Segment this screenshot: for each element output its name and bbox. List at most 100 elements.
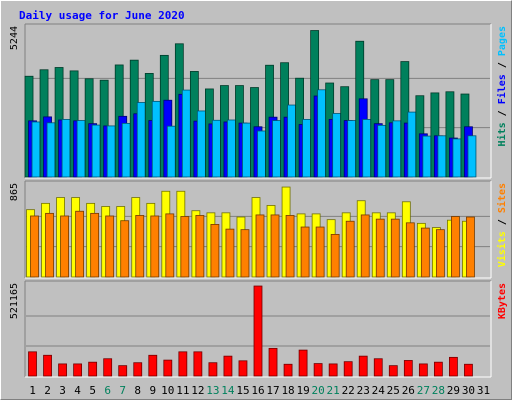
- x-tick-label-5: 5: [89, 384, 96, 397]
- bar-kbytes-day-17: [268, 347, 278, 377]
- legend-entry: /: [497, 104, 508, 122]
- bar-kbytes-day-24: [373, 358, 383, 377]
- bar-pages-day-3: [61, 119, 71, 178]
- bar-sites-day-27: [420, 227, 430, 278]
- bar-kbytes-day-1: [28, 351, 37, 377]
- x-tick-label-19: 19: [296, 384, 309, 397]
- bar-kbytes-day-26: [403, 360, 413, 377]
- x-tick-label-28: 28: [432, 384, 445, 397]
- x-tick-label-9: 9: [149, 384, 156, 397]
- bar-pages-day-11: [181, 89, 191, 178]
- bar-kbytes-day-12: [193, 351, 203, 377]
- bar-kbytes-day-10: [163, 359, 173, 377]
- bar-pages-day-28: [437, 135, 447, 178]
- bar-pages-day-27: [422, 135, 432, 178]
- bar-sites-day-25: [390, 218, 400, 278]
- bar-kbytes-day-15: [238, 360, 248, 377]
- x-tick-label-25: 25: [387, 384, 400, 397]
- legend-kbytes: KBytes: [497, 283, 508, 319]
- x-tick-label-30: 30: [462, 384, 475, 397]
- bar-pages-day-16: [257, 130, 266, 178]
- bar-sites-day-6: [105, 215, 115, 278]
- x-tick-label-10: 10: [161, 384, 174, 397]
- legend-entry: Sites: [496, 183, 508, 213]
- bar-sites-day-23: [360, 214, 370, 278]
- bar-kbytes-day-9: [148, 354, 158, 377]
- x-tick-label-18: 18: [281, 384, 294, 397]
- chart-title: Daily usage for June 2020: [19, 9, 185, 22]
- bar-sites-day-29: [451, 216, 460, 278]
- x-tick-label-20: 20: [312, 384, 325, 397]
- x-tick-label-31: 31: [477, 384, 490, 397]
- x-tick-label-15: 15: [236, 384, 249, 397]
- bar-pages-day-13: [212, 119, 221, 178]
- bar-pages-day-2: [46, 122, 56, 178]
- bar-kbytes-day-29: [449, 356, 458, 377]
- bar-sites-day-5: [90, 212, 100, 278]
- bar-sites-day-11: [180, 216, 190, 278]
- bar-sites-day-1: [30, 215, 39, 278]
- bar-kbytes-day-20: [313, 363, 323, 377]
- x-tick-label-13: 13: [206, 384, 219, 397]
- bar-pages-day-1: [31, 121, 41, 178]
- bar-pages-day-12: [196, 110, 206, 178]
- ymax-label: 521165: [9, 283, 20, 319]
- bar-pages-day-10: [166, 125, 176, 178]
- legend-visits-sites: Visits / Sites: [496, 183, 508, 267]
- x-tick-label-3: 3: [59, 384, 66, 397]
- x-tick-label-26: 26: [402, 384, 415, 397]
- bar-sites-day-16: [255, 214, 265, 278]
- bar-sites-day-22: [345, 220, 355, 278]
- bar-sites-day-21: [330, 233, 340, 278]
- bar-kbytes-day-18: [283, 363, 293, 377]
- bar-sites-day-9: [150, 215, 160, 278]
- bar-kbytes-day-5: [88, 361, 98, 377]
- bar-kbytes-day-30: [464, 363, 473, 377]
- bar-pages-day-23: [362, 119, 372, 178]
- bar-kbytes-day-3: [58, 363, 67, 377]
- bar-kbytes-day-22: [343, 361, 353, 377]
- x-tick-label-29: 29: [447, 384, 460, 397]
- bar-kbytes-day-27: [418, 363, 428, 377]
- bar-sites-day-7: [120, 220, 130, 278]
- bar-kbytes-day-11: [178, 351, 188, 377]
- legend-entry: Visits: [496, 231, 508, 267]
- bar-pages-day-20: [317, 89, 327, 178]
- bar-kbytes-day-6: [103, 358, 113, 377]
- legend-entry: Files: [496, 74, 508, 104]
- bar-sites-day-2: [45, 212, 54, 278]
- bar-sites-day-24: [375, 218, 385, 278]
- bar-pages-day-18: [287, 104, 296, 178]
- bar-sites-day-19: [300, 226, 310, 278]
- bar-sites-day-28: [435, 229, 445, 278]
- bar-kbytes-day-14: [223, 355, 233, 377]
- bar-kbytes-day-23: [358, 355, 368, 377]
- bar-pages-day-25: [392, 120, 402, 178]
- bar-sites-day-12: [195, 215, 205, 278]
- legend-entry: KBytes: [497, 283, 508, 319]
- bar-sites-day-10: [165, 213, 175, 278]
- bar-kbytes-day-13: [208, 362, 218, 377]
- bar-sites-day-8: [135, 215, 145, 278]
- bar-pages-day-26: [407, 111, 417, 178]
- legend-entry: /: [497, 213, 508, 231]
- bar-pages-day-6: [106, 125, 116, 178]
- bar-sites-day-20: [315, 226, 325, 278]
- bar-kbytes-day-28: [433, 361, 443, 377]
- bar-pages-day-4: [76, 120, 86, 178]
- x-tick-label-4: 4: [74, 384, 81, 397]
- x-tick-label-22: 22: [342, 384, 355, 397]
- bar-pages-day-30: [467, 135, 477, 178]
- bar-sites-day-26: [405, 222, 415, 278]
- legend-entry: Hits: [496, 122, 508, 146]
- bar-pages-day-29: [452, 138, 462, 178]
- bar-pages-day-22: [347, 120, 357, 178]
- bar-pages-day-24: [377, 124, 387, 178]
- x-tick-label-23: 23: [357, 384, 370, 397]
- x-tick-label-21: 21: [327, 384, 340, 397]
- bar-sites-day-30: [466, 216, 475, 278]
- bar-kbytes-day-21: [328, 363, 338, 377]
- x-tick-label-16: 16: [251, 384, 264, 397]
